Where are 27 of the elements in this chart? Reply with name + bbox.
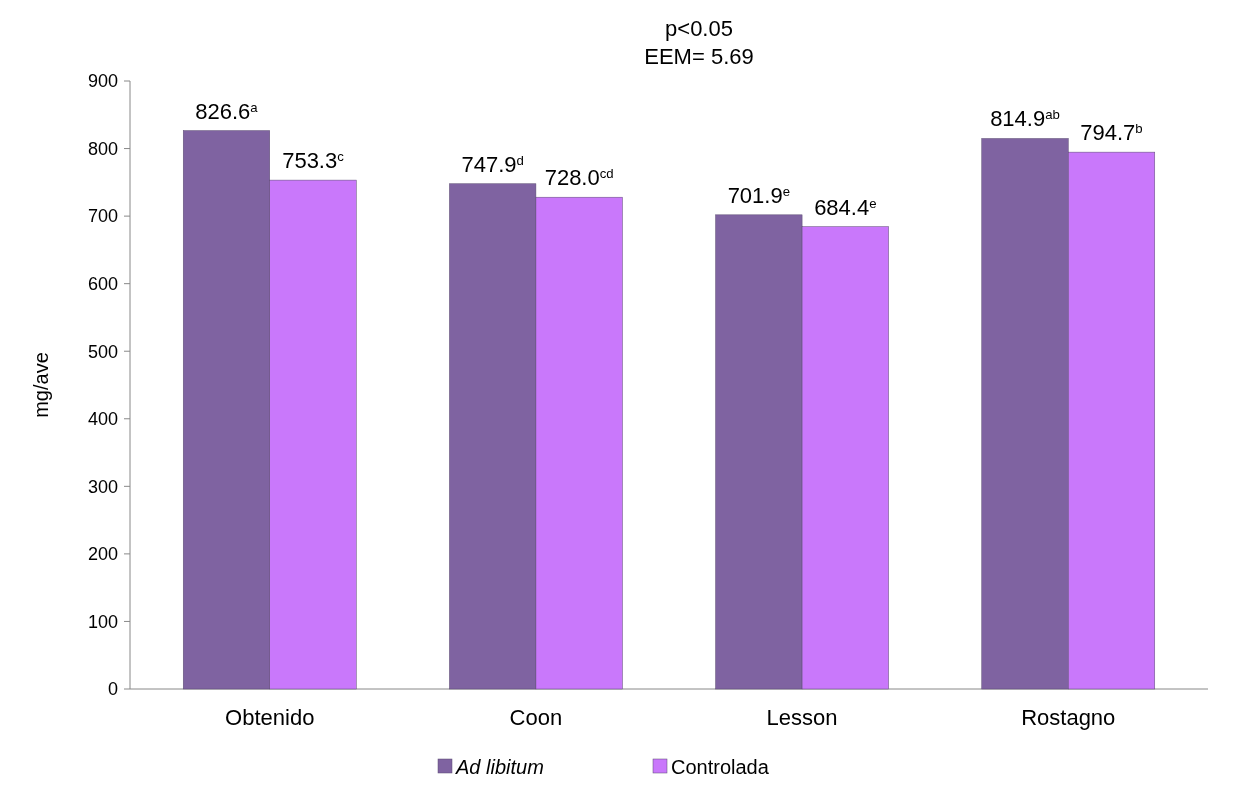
y-tick-label: 100 xyxy=(87,611,118,632)
data-label: 728.0$^{cd}$ xyxy=(544,165,614,191)
data-label: 753.3$^{c}$ xyxy=(282,148,345,174)
y-tick-label: 200 xyxy=(87,544,118,565)
y-tick-label: 900 xyxy=(87,71,118,92)
y-tick-label: 800 xyxy=(87,138,118,159)
x-tick-label: Lesson xyxy=(766,705,838,730)
legend-label: Controlada xyxy=(671,756,770,778)
x-tick-label: Coon xyxy=(509,705,563,730)
data-label: 701.9$^{e}$ xyxy=(727,182,791,208)
text: p<0.05 xyxy=(665,16,733,41)
data-label: 826.6$^{a}$ xyxy=(195,98,259,124)
legend-label: Ad libitum xyxy=(455,756,544,778)
y-axis-title: mg/ave xyxy=(30,352,52,418)
y-tick-label: 700 xyxy=(87,206,118,227)
text: EEM= 5.69 xyxy=(644,44,754,69)
data-label: 747.9$^{d}$ xyxy=(461,151,524,177)
y-tick-label: 600 xyxy=(87,273,118,294)
data-label: 684.4$^{e}$ xyxy=(814,194,877,220)
y-tick-label: 400 xyxy=(87,409,118,430)
y-tick-label: 300 xyxy=(87,476,118,497)
x-tick-label: Rostagno xyxy=(1021,705,1116,730)
y-tick-label: 500 xyxy=(87,341,118,362)
data-label: 814.9$^{ab}$ xyxy=(990,106,1060,132)
data-label: 794.7$^{b}$ xyxy=(1080,120,1143,146)
y-tick-label: 0 xyxy=(107,679,118,700)
x-tick-label: Obtenido xyxy=(225,705,315,730)
